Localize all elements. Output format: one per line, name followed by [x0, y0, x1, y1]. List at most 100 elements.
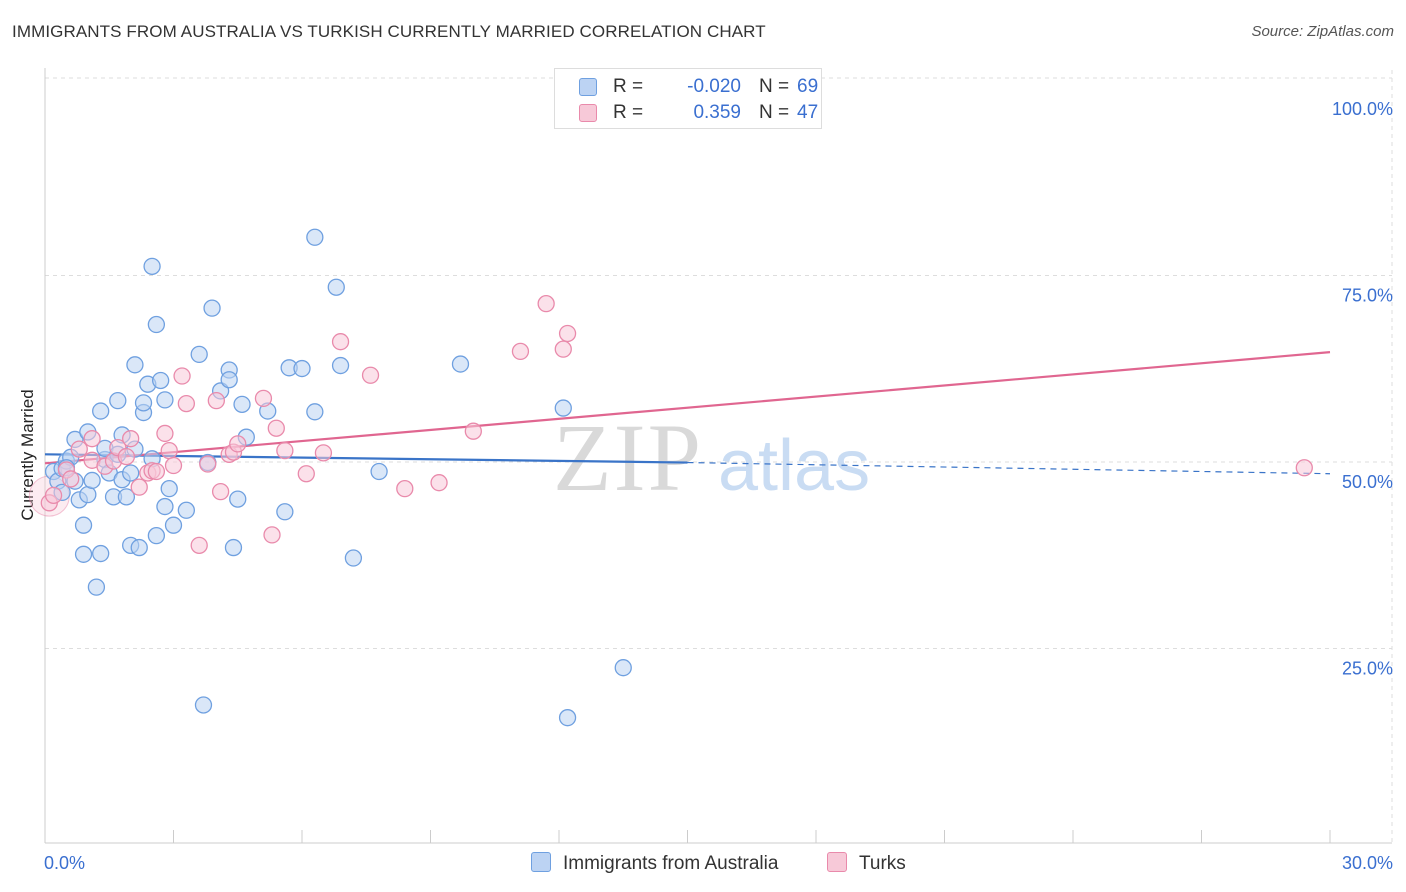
point-australia — [122, 464, 140, 482]
y-tick-label: 75.0% — [1342, 286, 1393, 306]
chart-title: IMMIGRANTS FROM AUSTRALIA VS TURKISH CUR… — [12, 22, 766, 41]
point-turks — [297, 465, 315, 483]
point-australia — [87, 578, 106, 596]
point-turks — [44, 486, 63, 505]
point-australia — [109, 391, 127, 410]
point-australia — [177, 501, 196, 519]
point-turks — [122, 430, 140, 448]
point-turks — [177, 394, 196, 413]
r-value: 0.359 — [693, 102, 741, 123]
blue-swatch-icon — [579, 78, 597, 96]
point-australia — [306, 403, 324, 421]
y-tick-label: 50.0% — [1342, 472, 1393, 492]
axes — [44, 68, 1392, 844]
x-tick-label: 0.0% — [44, 853, 85, 873]
point-turks — [361, 366, 380, 384]
point-australia — [344, 549, 363, 567]
point-australia — [130, 538, 148, 557]
tick-labels: 25.0% 50.0% 75.0% 100.0% 0.0% 30.0% — [44, 99, 1393, 873]
point-australia — [233, 395, 251, 414]
point-australia — [451, 355, 470, 373]
point-turks — [207, 391, 225, 410]
point-turks — [254, 389, 273, 408]
point-australia — [126, 356, 144, 374]
point-australia — [134, 394, 153, 412]
point-australia — [74, 516, 93, 534]
point-turks — [331, 333, 350, 351]
point-australia — [117, 488, 136, 506]
bottom-legend-australia: Immigrants from Australia — [531, 852, 778, 875]
y-tick-label: 25.0% — [1342, 659, 1393, 679]
point-australia — [370, 462, 388, 481]
y-tick-label: 100.0% — [1332, 99, 1393, 119]
pink-swatch-icon — [579, 104, 597, 122]
point-turks — [62, 470, 80, 488]
point-turks — [558, 324, 577, 343]
point-australia — [224, 538, 243, 557]
point-australia — [194, 696, 213, 714]
point-turks — [199, 455, 217, 473]
point-australia — [92, 544, 110, 563]
point-australia — [558, 709, 577, 727]
point-turks — [511, 342, 530, 361]
point-australia — [83, 471, 101, 490]
point-turks — [83, 430, 101, 448]
grid-lines — [45, 70, 1393, 843]
r-label: R = — [613, 102, 644, 123]
point-turks — [117, 447, 136, 466]
r-label: R = — [613, 76, 644, 97]
legend-label-turks: Turks — [859, 853, 906, 874]
point-turks — [464, 422, 482, 440]
point-turks — [396, 479, 414, 498]
point-turks — [430, 474, 448, 492]
watermark: ZIP atlas — [553, 404, 870, 511]
point-turks — [147, 462, 166, 481]
point-turks — [1295, 459, 1313, 477]
point-australia — [160, 479, 178, 498]
watermark-zip: ZIP — [553, 404, 703, 511]
n-label: N = — [759, 102, 790, 123]
n-value: 69 — [797, 76, 819, 97]
source-credit: Source: ZipAtlas.com — [1251, 23, 1394, 40]
point-australia — [327, 278, 345, 296]
point-australia — [147, 315, 166, 334]
point-turks — [164, 456, 183, 475]
point-turks — [173, 367, 191, 385]
point-turks — [160, 441, 178, 460]
r-value: -0.020 — [687, 76, 741, 97]
point-australia — [276, 503, 294, 521]
point-australia — [229, 490, 247, 508]
point-turks — [70, 440, 88, 458]
point-turks — [229, 435, 247, 453]
trend-line-turks — [44, 351, 1331, 465]
point-turks — [267, 419, 285, 437]
point-australia — [220, 371, 238, 389]
pink-swatch-icon — [827, 852, 847, 872]
point-turks — [554, 340, 572, 358]
point-australia — [143, 257, 161, 275]
point-australia — [331, 356, 350, 375]
point-turks — [211, 482, 230, 501]
point-australia — [190, 345, 208, 364]
bottom-legend-turks: Turks — [827, 852, 906, 875]
point-turks — [190, 536, 208, 554]
point-australia — [147, 526, 166, 545]
blue-swatch-icon — [531, 852, 551, 872]
n-label: N = — [759, 76, 790, 97]
point-australia — [203, 299, 221, 317]
n-value: 47 — [797, 102, 819, 123]
data-points — [28, 228, 1313, 727]
point-australia — [151, 371, 170, 390]
point-turks — [156, 424, 174, 443]
point-turks — [537, 294, 555, 313]
point-australia — [293, 359, 311, 378]
point-australia — [156, 391, 174, 409]
point-australia — [79, 485, 97, 504]
point-australia — [306, 228, 324, 246]
watermark-atlas: atlas — [718, 426, 870, 506]
point-australia — [614, 659, 632, 677]
trend-line-australia-dashed — [687, 461, 1331, 475]
point-australia — [74, 545, 93, 563]
point-australia — [554, 399, 572, 417]
